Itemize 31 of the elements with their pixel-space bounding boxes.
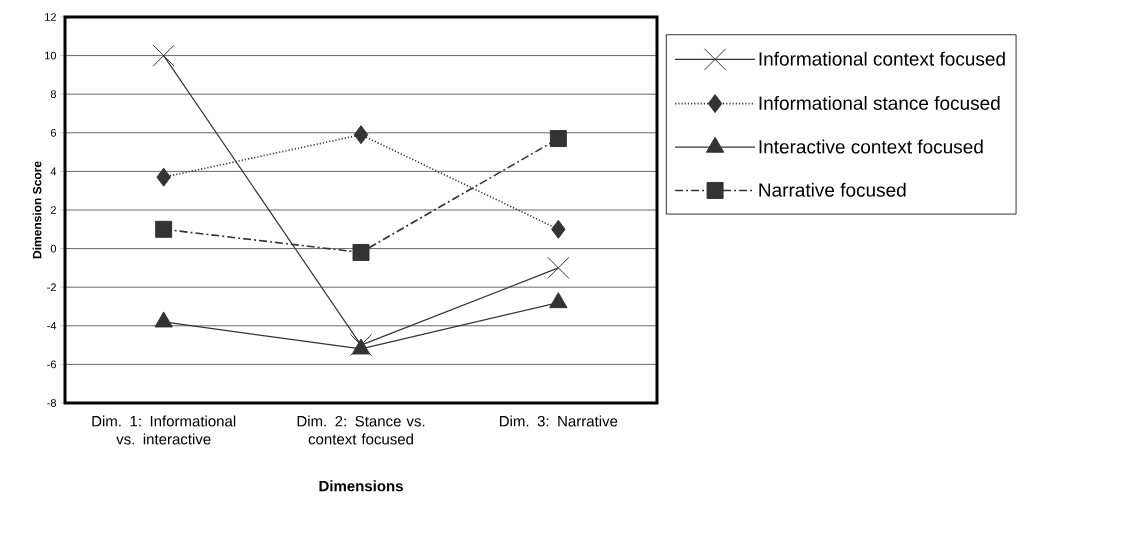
y-tick-label: 8	[50, 90, 57, 99]
y-tick-label: 0	[50, 244, 57, 253]
y-tick-label: 6	[50, 128, 57, 137]
x-tick-label: Dim. 3: Narrative	[499, 415, 618, 427]
point	[154, 311, 173, 328]
point	[549, 292, 568, 309]
y-tick-label: 4	[50, 167, 57, 176]
point	[351, 338, 371, 355]
point	[155, 220, 173, 238]
y-tick-label: 10	[45, 51, 57, 60]
point	[549, 130, 567, 148]
y-tick-label: 2	[50, 206, 56, 214]
point	[353, 125, 369, 145]
legend-label: Narrative focused	[759, 182, 906, 197]
point	[156, 167, 171, 187]
x-tick-label: Dim. 2: Stance vs. context focused	[297, 415, 425, 445]
point	[547, 256, 570, 279]
y-axis-title: Dimension Score	[32, 161, 42, 259]
legend-label: Informational stance focused	[759, 95, 1000, 110]
legend-label: Interactive context focused	[759, 139, 983, 154]
x-axis-title: Dimensions	[319, 480, 403, 492]
y-tick-label: 12	[45, 13, 56, 21]
x-tick-label: Dim. 1: Informational vs. interactive	[92, 415, 236, 445]
legend-label: Informational context focused	[759, 51, 1005, 66]
y-tick-label: -2	[47, 283, 56, 292]
y-tick-label: -6	[47, 360, 57, 369]
y-tick-label: -4	[47, 322, 57, 330]
point	[551, 219, 566, 239]
point	[152, 44, 175, 67]
point	[352, 243, 370, 261]
y-tick-label: -8	[47, 399, 57, 407]
